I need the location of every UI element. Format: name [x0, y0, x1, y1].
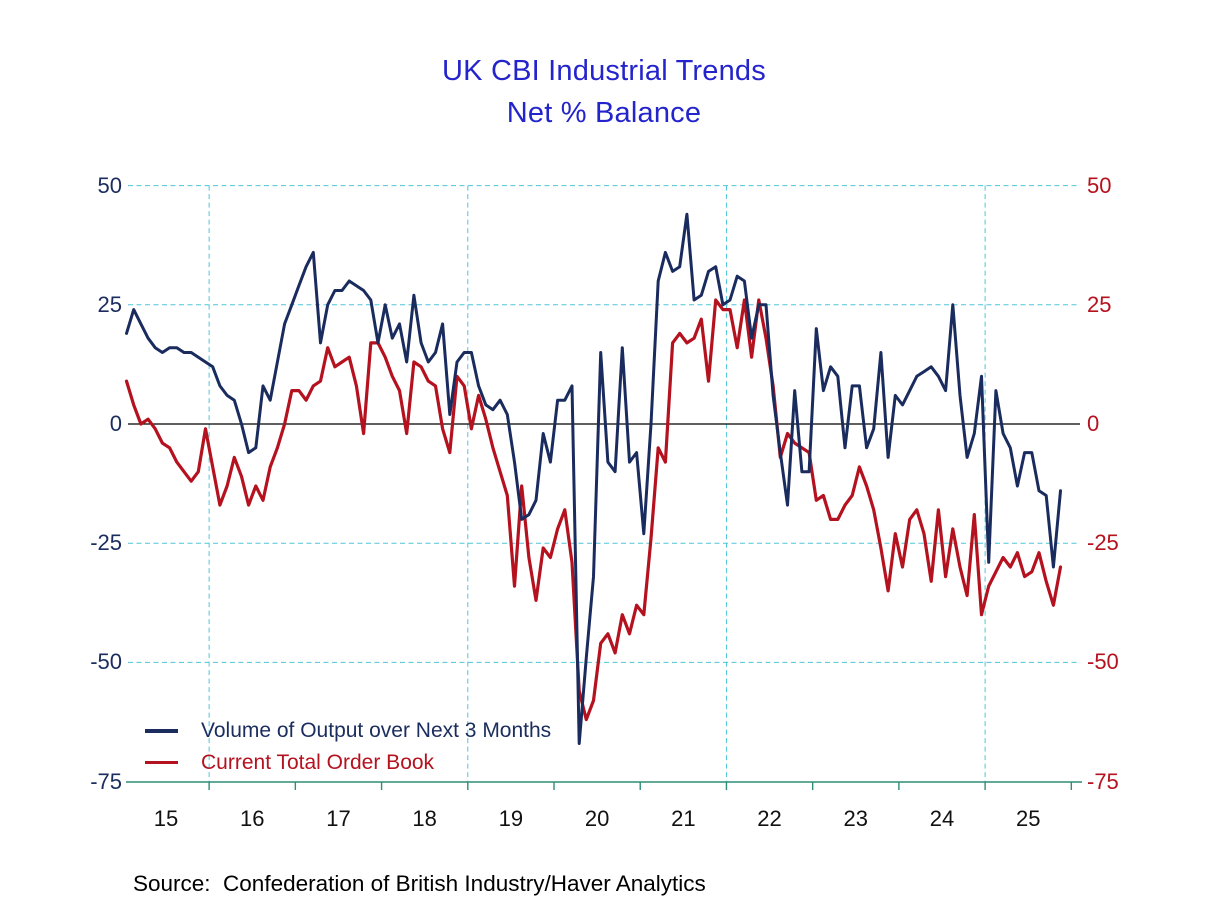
x-axis-label-23: 23	[843, 806, 868, 831]
x-axis-label-17: 17	[326, 806, 351, 831]
y-axis-label-right--75: -75	[1087, 768, 1119, 794]
chart-title-line2: Net % Balance	[506, 97, 702, 129]
legend-label: Current Total Order Book	[201, 750, 435, 774]
legend-line-swatch	[145, 760, 178, 765]
y-axis-label-right-25: 25	[1087, 291, 1112, 317]
x-axis-label-18: 18	[412, 806, 437, 831]
y-axis-label-left-25: 25	[97, 291, 122, 317]
x-axis-label-25: 25	[1015, 806, 1041, 831]
y-axis-label-right--25: -25	[1087, 530, 1119, 556]
x-axis-label-22: 22	[757, 806, 782, 831]
legend-label: Volume of Output over Next 3 Months	[201, 719, 552, 742]
x-axis-label-20: 20	[584, 806, 610, 831]
x-axis-label-24: 24	[929, 806, 955, 831]
y-axis-label-left-0: 0	[109, 411, 122, 436]
x-axis-label-16: 16	[239, 806, 265, 831]
legend-line-swatch	[145, 729, 178, 733]
y-axis-label-left-50: 50	[97, 172, 122, 198]
series-line-current-total-order-book	[124, 298, 1063, 722]
x-axis-label-19: 19	[498, 806, 524, 831]
source-note: Source: Confederation of British Industr…	[133, 871, 706, 896]
y-axis-label-right-0: 0	[1087, 411, 1100, 436]
y-axis-label-right-50: 50	[1087, 172, 1112, 198]
y-axis-label-left--25: -25	[90, 530, 122, 556]
x-axis-label-21: 21	[671, 806, 696, 831]
y-axis-label-right--50: -50	[1087, 649, 1119, 675]
chart-title-line1: UK CBI Industrial Trends	[442, 55, 766, 87]
y-axis-label-left--75: -75	[90, 768, 122, 794]
x-axis-label-15: 15	[153, 806, 179, 831]
y-axis-label-left--50: -50	[90, 649, 122, 675]
series-line-volume-of-output-over-next-3-months	[125, 212, 1062, 745]
